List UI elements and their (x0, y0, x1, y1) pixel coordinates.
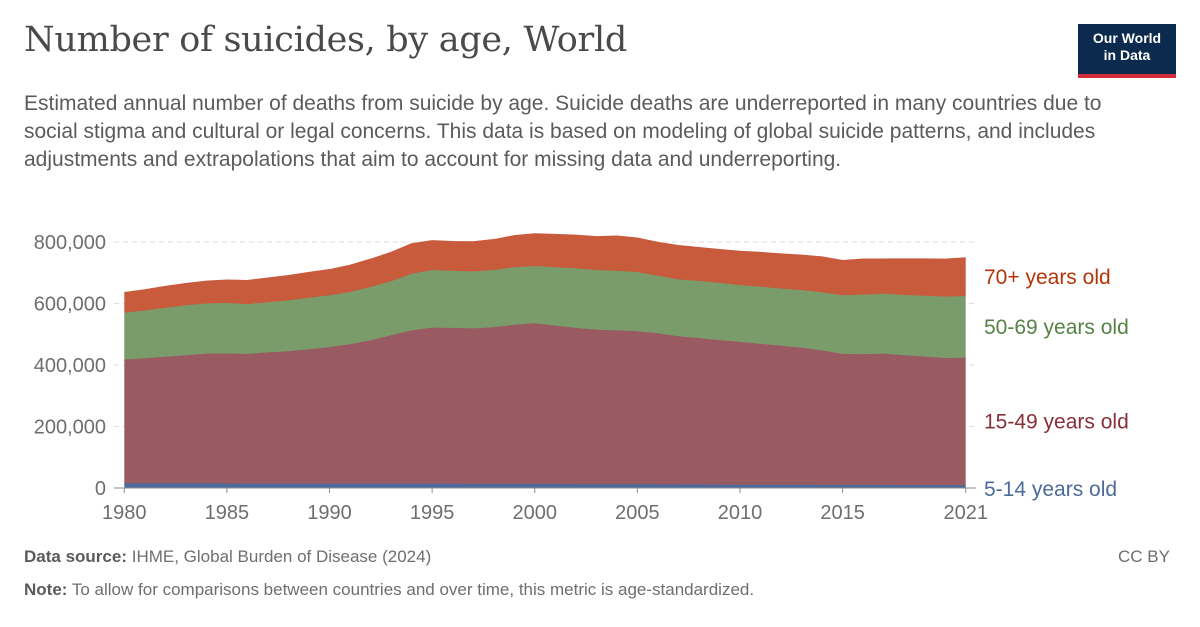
x-tick-label: 1985 (205, 502, 250, 524)
series-top-line (124, 322, 966, 361)
note: Note: To allow for comparisons between c… (24, 580, 754, 600)
y-tick-label: 200,000 (34, 417, 106, 439)
x-tick-label: 1995 (410, 502, 455, 524)
note-label: Note: (24, 580, 68, 599)
note-text: To allow for comparisons between countri… (71, 580, 755, 599)
series-top-line (124, 233, 966, 294)
x-tick-label: 2021 (943, 502, 988, 524)
y-tick-label: 600,000 (34, 294, 106, 316)
x-tick-label: 2000 (512, 502, 557, 524)
x-tick-label: 2010 (718, 502, 763, 524)
data-source-label: Data source: (24, 547, 127, 566)
y-tick-label: 0 (95, 478, 106, 500)
area-series-15-49-years-old (124, 323, 966, 486)
series-label: 15-49 years old (984, 410, 1129, 433)
x-tick-label: 1980 (102, 502, 147, 524)
series-label: 50-69 years old (984, 316, 1129, 339)
owid-logo[interactable]: Our World in Data (1078, 24, 1176, 78)
series-label: 5-14 years old (984, 478, 1117, 501)
area-series-50-69-years-old (124, 266, 966, 360)
y-tick-label: 400,000 (34, 355, 106, 377)
stacked-area-chart: 0 200,000 400,000 600,000 800,000 1980 1985 199… (34, 232, 1129, 524)
data-source-text[interactable]: IHME, Global Burden of Disease (2024) (131, 547, 432, 566)
series-label: 70+ years old (984, 266, 1111, 289)
logo-line-1: Our World (1092, 30, 1162, 46)
chart-title: Number of suicides, by age, World (24, 20, 627, 60)
logo-line-2: in Data (1103, 47, 1151, 63)
area-series-70-years-old (124, 234, 966, 313)
license-link[interactable]: CC BY (1118, 547, 1170, 566)
chart-subtitle: Estimated annual number of deaths from s… (24, 92, 1102, 171)
x-tick-label: 2015 (820, 502, 865, 524)
y-tick-label: 800,000 (34, 232, 106, 254)
x-tick-label: 2005 (615, 502, 660, 524)
data-source: Data source: IHME, Global Burden of Dise… (24, 547, 431, 567)
x-tick-label: 1990 (307, 502, 352, 524)
